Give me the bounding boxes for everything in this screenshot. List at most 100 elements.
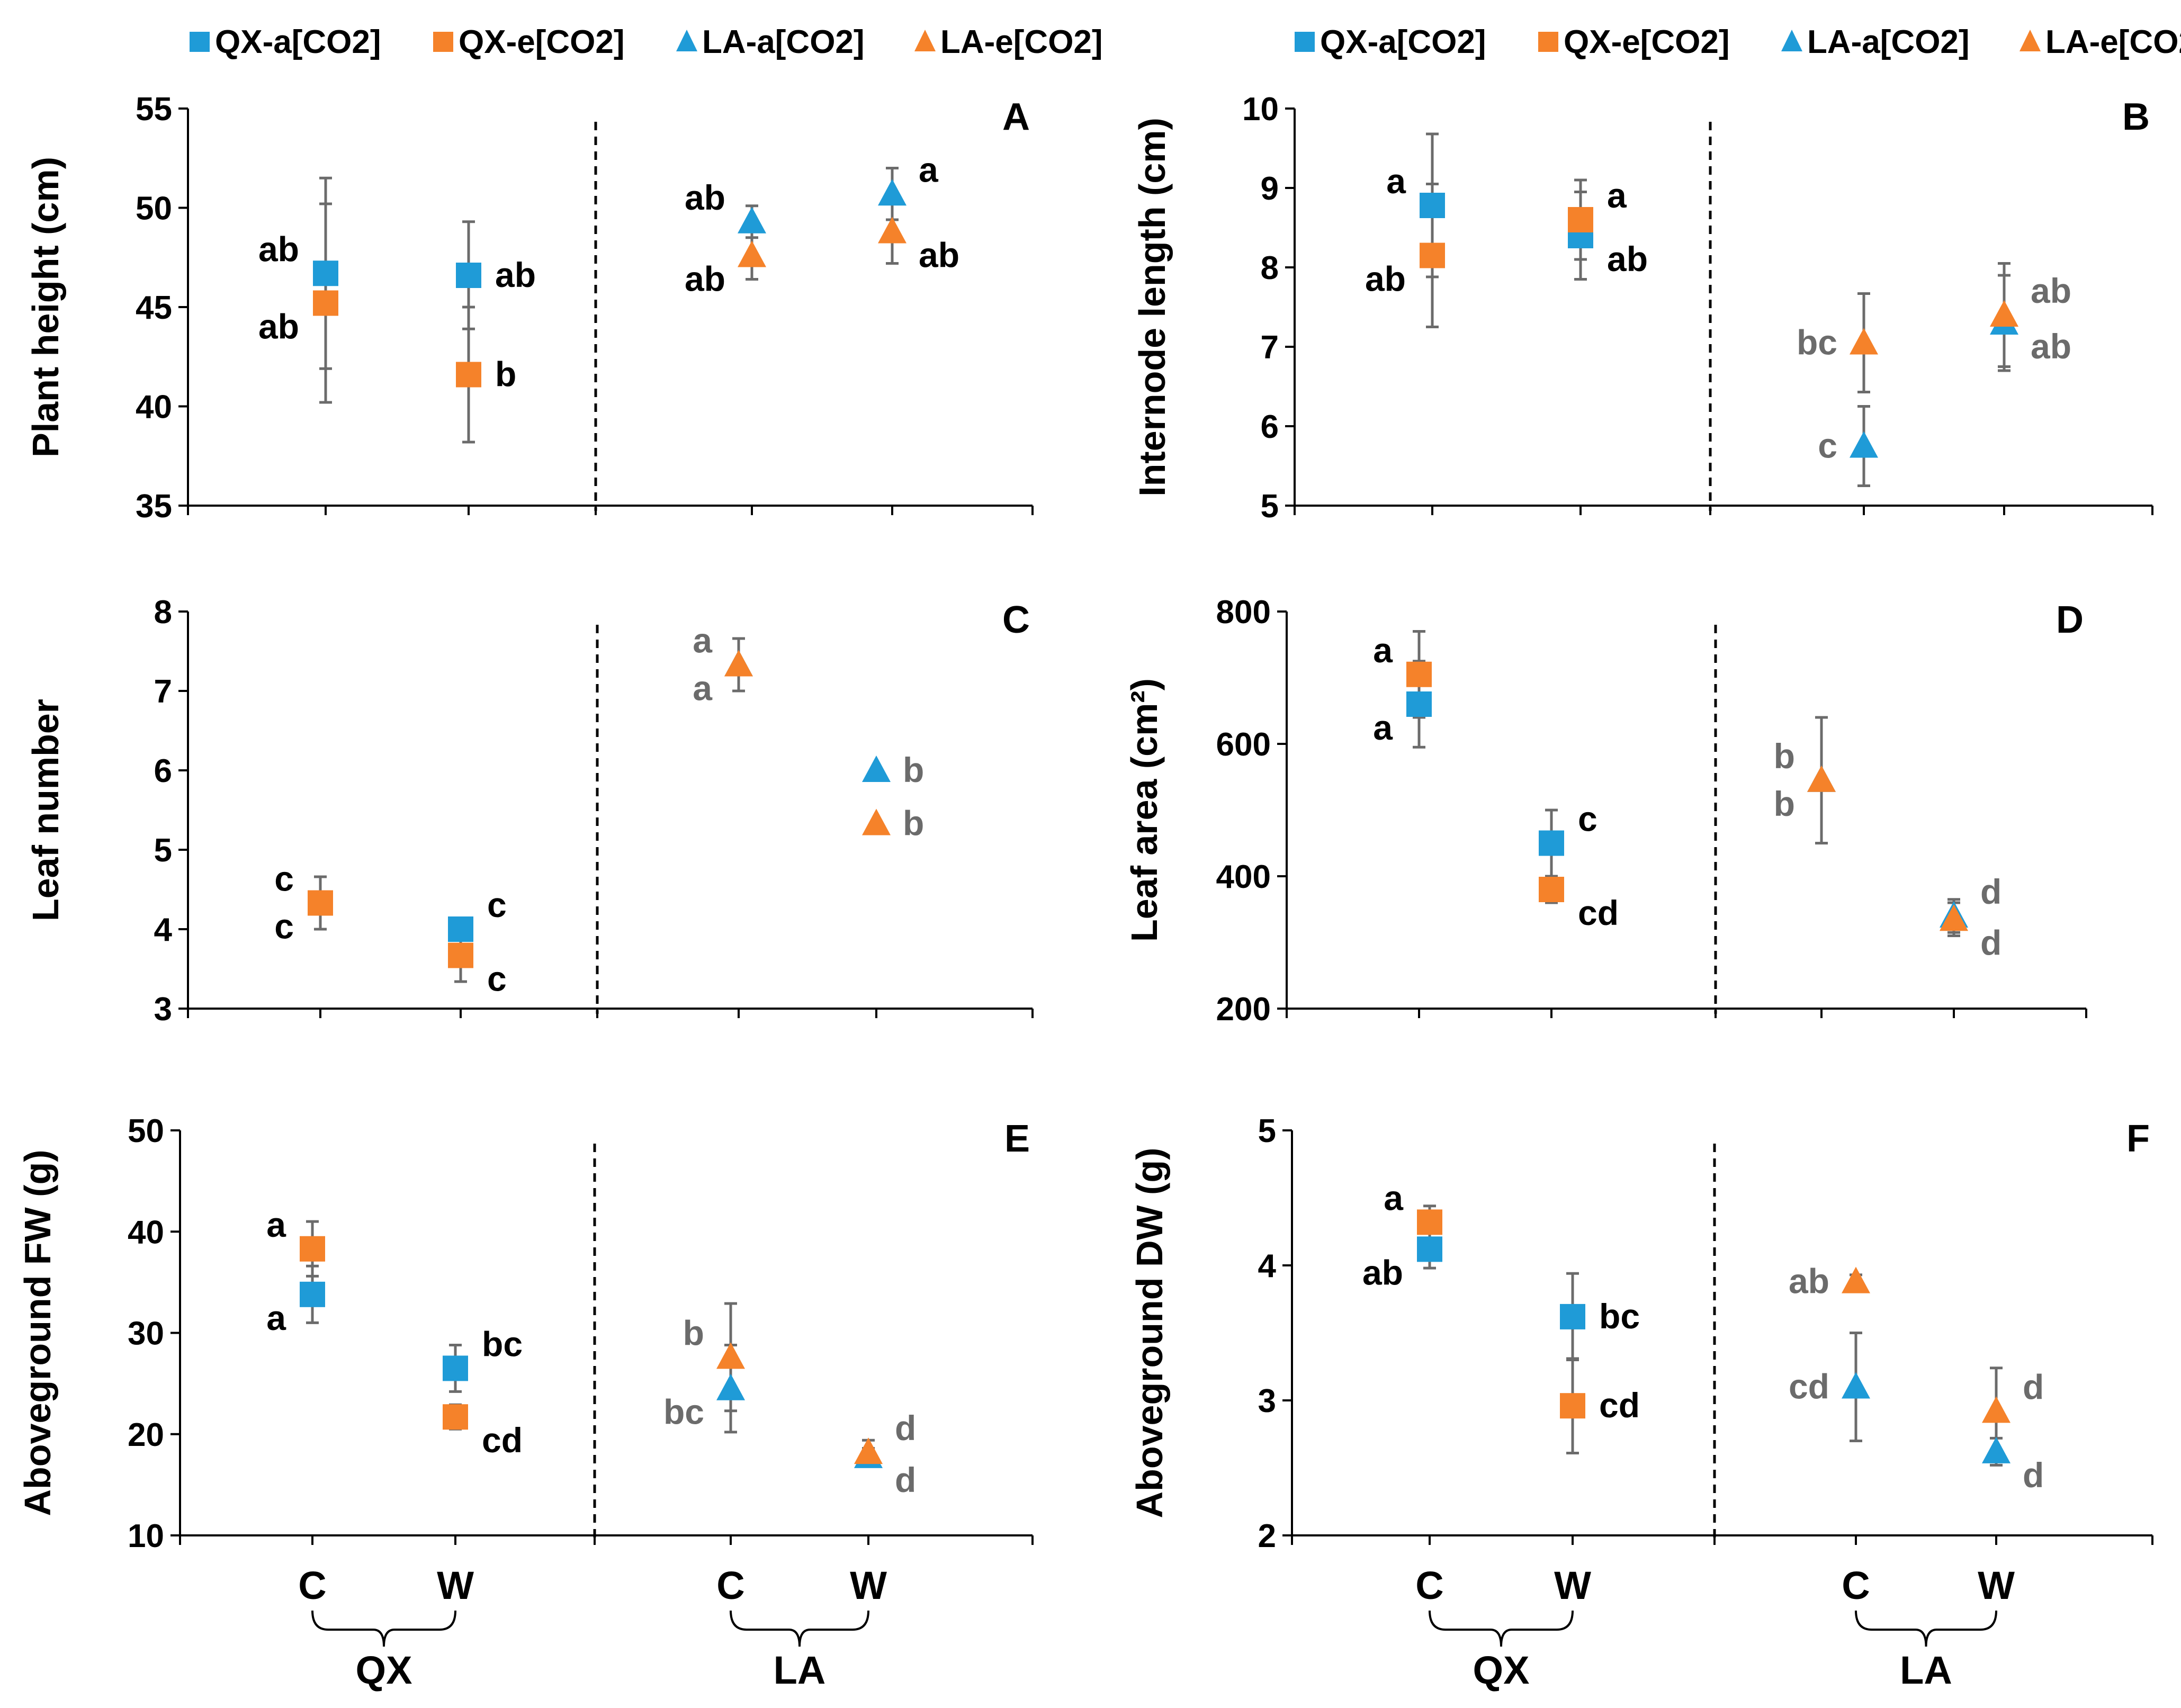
x-category-label: C <box>1842 1563 1870 1607</box>
significance-letter: c <box>1818 426 1837 465</box>
significance-letter: ab <box>1789 1262 1829 1301</box>
data-point-square <box>448 916 473 942</box>
significance-letter: ab <box>2031 271 2071 310</box>
legend-label: QX-a[CO2] <box>1320 24 1486 60</box>
y-tick-label: 2 <box>1258 1518 1276 1554</box>
panel-letter: E <box>1004 1118 1030 1160</box>
legend-label: QX-e[CO2] <box>459 24 624 60</box>
data-point-square <box>448 942 473 968</box>
significance-letter: a <box>1386 161 1406 201</box>
data-point-triangle <box>1842 1266 1870 1293</box>
y-tick-label: 40 <box>128 1214 164 1251</box>
y-tick-label: 4 <box>1258 1248 1277 1284</box>
x-category-label: C <box>1415 1563 1443 1607</box>
data-point-square <box>300 1281 325 1307</box>
legend-marker-square <box>433 32 453 52</box>
legend-left: QX-a[CO2] QX-e[CO2] LA-a[CO2] LA-e[CO2] <box>190 24 1103 60</box>
legend-item: QX-a[CO2] <box>1295 24 1486 60</box>
significance-letter: d <box>2023 1455 2044 1495</box>
group-brace <box>311 1610 456 1647</box>
x-group-label: QX <box>1473 1648 1530 1692</box>
y-tick-label: 4 <box>154 912 173 948</box>
panel-e: 10 20 30 40 50 Aboveground FW (g) Ea a bc cd bc b dd <box>17 1113 1034 1554</box>
data-point-triangle <box>738 240 766 267</box>
data-point-square <box>300 1236 325 1262</box>
group-brace <box>1855 1610 1997 1647</box>
data-point-square <box>456 362 481 388</box>
data-point-square <box>1560 1393 1585 1419</box>
significance-letter: ab <box>1362 1253 1403 1292</box>
data-point-square <box>1406 661 1432 687</box>
data-point-square <box>313 260 338 286</box>
significance-letter: cd <box>1599 1386 1640 1425</box>
y-axis-label: Aboveground FW (g) <box>17 1149 58 1516</box>
data-point-square <box>1406 691 1432 717</box>
significance-letter: b <box>495 355 516 394</box>
significance-letter: a <box>919 150 939 189</box>
data-point-square <box>1420 193 1445 218</box>
significance-letter: c <box>274 907 294 946</box>
x-category-label: W <box>850 1563 887 1607</box>
data-point-triangle <box>1850 431 1878 458</box>
significance-letter: ab <box>258 307 299 346</box>
panel-letter: B <box>2122 96 2150 138</box>
x-category-label: W <box>1978 1563 2015 1607</box>
legend-label: LA-a[CO2] <box>702 24 865 60</box>
data-point-square <box>456 263 481 288</box>
panel-letter: F <box>2126 1118 2150 1160</box>
y-tick-label: 200 <box>1216 991 1271 1028</box>
data-point-square <box>443 1355 468 1381</box>
significance-letter: d <box>1980 872 2002 911</box>
significance-letter: bc <box>1599 1297 1640 1336</box>
x-category-label: C <box>716 1563 744 1607</box>
panel-f: 2 3 4 5 Aboveground DW (g) Fab a bc cd cd ab d d <box>1129 1113 2153 1554</box>
data-point-triangle <box>1842 1372 1870 1399</box>
y-axis-label: Aboveground DW (g) <box>1129 1148 1170 1518</box>
y-tick-label: 10 <box>1242 91 1279 128</box>
y-tick-label: 600 <box>1216 726 1271 763</box>
significance-letter: cd <box>482 1421 523 1460</box>
y-tick-label: 6 <box>1261 409 1279 445</box>
data-point-square <box>1568 207 1593 232</box>
x-category-label: W <box>437 1563 474 1607</box>
significance-letter: c <box>487 959 507 999</box>
significance-letter: a <box>1384 1178 1404 1217</box>
legend-item: LA-e[CO2] <box>2020 24 2181 60</box>
y-axis-label: Internode length (cm) <box>1132 118 1173 497</box>
significance-letter: ab <box>495 255 536 294</box>
significance-letter: a <box>1373 631 1393 670</box>
x-labels-panel-f: C W C W QX LA <box>1415 1563 2015 1692</box>
data-point-square <box>313 290 338 316</box>
y-tick-label: 8 <box>154 594 172 631</box>
data-point-square <box>1420 242 1445 268</box>
significance-letter: ab <box>258 229 299 268</box>
legend-marker-triangle <box>676 30 697 51</box>
legend-marker-triangle <box>2020 30 2041 51</box>
data-point-triangle <box>1982 1396 2011 1423</box>
data-point-triangle <box>878 217 906 244</box>
significance-letter: d <box>895 1460 916 1499</box>
y-tick-label: 55 <box>136 91 172 128</box>
legend-item: QX-a[CO2] <box>190 24 381 60</box>
significance-letter: c <box>487 885 507 924</box>
significance-letter: ab <box>2031 327 2071 366</box>
y-tick-label: 20 <box>128 1417 164 1453</box>
y-tick-label: 9 <box>1261 170 1279 207</box>
y-tick-label: 3 <box>154 991 172 1028</box>
x-group-label: LA <box>774 1648 826 1692</box>
data-point-square <box>1417 1209 1442 1235</box>
data-point-square <box>1417 1236 1442 1262</box>
legend-label: LA-e[CO2] <box>2045 24 2181 60</box>
legend-item: LA-a[CO2] <box>1781 24 1970 60</box>
y-tick-label: 7 <box>1261 329 1279 366</box>
y-tick-label: 800 <box>1216 594 1271 631</box>
group-brace <box>730 1610 869 1647</box>
significance-letter: ab <box>685 259 725 299</box>
legend-item: QX-e[CO2] <box>1538 24 1729 60</box>
data-point-triangle <box>1807 765 1836 792</box>
panel-letter: C <box>1002 599 1030 641</box>
significance-letter: a <box>266 1298 286 1337</box>
data-point-triangle <box>878 179 906 206</box>
